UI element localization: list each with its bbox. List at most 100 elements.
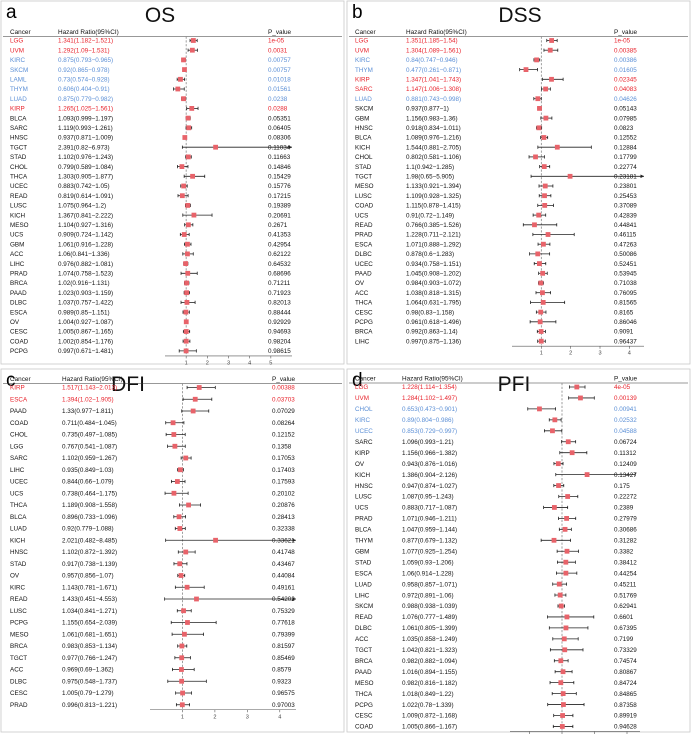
hr-point: [543, 115, 549, 121]
cancer-label: MESO: [10, 631, 29, 638]
p-value-text: 0.31282: [614, 538, 637, 545]
table-row: BLCA 1.093(0.999−1.197) 0.05351: [10, 115, 291, 122]
cancer-label: LUAD: [10, 96, 27, 103]
hazard-ratio-text: 1.115(0.878−1.415): [406, 203, 461, 210]
hazard-ratio-text: 0.92(0.779−1.088): [62, 526, 114, 533]
cancer-label: ACC: [355, 636, 369, 643]
hazard-ratio-text: 1.228(1.114−1.354): [402, 384, 457, 391]
p-value-text: 0.17403: [272, 467, 295, 474]
hr-point: [186, 502, 191, 508]
hr-point: [556, 483, 561, 488]
hazard-ratio-text: 0.883(0.717−1.087): [402, 505, 457, 512]
table-row: PCPG 0.961(0.618−1.496) 0.86046: [355, 319, 637, 326]
hazard-ratio-text: 1.119(0.993−1.261): [58, 125, 113, 132]
table-row: TGCT 1.042(0.821−1.323) 0.73329: [355, 647, 637, 654]
cancer-label: COAD: [10, 420, 29, 427]
hazard-ratio-text: 1.02(0.916−1.131): [58, 280, 110, 287]
hazard-ratio-text: 1.292(1.09−1.531): [58, 47, 110, 54]
hr-point: [551, 537, 557, 543]
hazard-ratio-text: 1.009(0.872−1.168): [402, 713, 457, 720]
hr-point: [557, 592, 563, 598]
hazard-ratio-text: 0.969(0.69−1.362): [62, 667, 114, 674]
cancer-label: BLCA: [355, 135, 372, 142]
hr-point: [182, 67, 187, 72]
cancer-label: MESO: [355, 183, 374, 190]
hazard-ratio-text: 0.853(0.729−0.997): [402, 428, 457, 435]
hr-point: [185, 620, 190, 625]
p-value-text: 0.81597: [272, 643, 295, 650]
table-row: LUAD 0.881(0.743−0.998) 0.04626: [355, 96, 637, 103]
hazard-ratio-text: 1.351(1.185−1.54): [406, 38, 458, 45]
hr-point: [181, 608, 186, 614]
cancer-label: PRAD: [10, 271, 28, 278]
table-row: DLBC 0.975(0.548−1.737) 0.9323: [10, 678, 292, 685]
p-value-text: 0.17053: [272, 455, 295, 462]
table-row: OV 0.943(0.876−1.016) 0.12409: [355, 461, 637, 468]
table-row: THYM 0.477(0.261−0.871) 0.01605: [355, 67, 637, 74]
table-row: DLBC 1.061(0.805−1.399) 0.67395: [355, 625, 637, 632]
cancer-label: PAAD: [355, 669, 372, 676]
hr-point: [179, 655, 185, 661]
cancer-label: PRAD: [355, 516, 373, 523]
header-p-value: P_value: [614, 29, 638, 36]
hazard-ratio-text: 1.304(1.089−1.561): [406, 47, 461, 54]
cancer-label: CHOL: [10, 432, 28, 439]
cancer-label: KIRP: [10, 106, 25, 113]
p-value-text: 0.00388: [272, 385, 295, 392]
p-value-text: 0.07029: [272, 408, 295, 415]
hr-point: [552, 417, 558, 423]
cancer-label: TGCT: [355, 174, 372, 181]
hazard-ratio-text: 0.766(0.385−1.526): [406, 222, 461, 229]
cancer-label: READ: [10, 193, 28, 200]
hazard-ratio-text: 0.799(0.589−1.084): [58, 164, 113, 171]
panel-title: PFI: [498, 373, 531, 396]
hr-point: [562, 526, 568, 532]
hazard-ratio-text: 2.021(0.482−8.485): [62, 537, 117, 544]
hazard-ratio-text: 1.284(1.102−1.497): [402, 395, 457, 402]
cancer-label: BRCA: [355, 329, 373, 336]
table-row: LGG 1.341(1.182−1.521) 1e-05: [10, 38, 285, 45]
hr-point: [541, 135, 547, 140]
p-value-text: 0.0031: [268, 47, 288, 54]
p-value-text: 0.8165: [614, 309, 634, 316]
hr-point: [181, 57, 186, 63]
hr-point: [537, 406, 542, 412]
cancer-label: PCPG: [355, 319, 373, 326]
hr-point: [176, 514, 182, 520]
table-row: LUSC 1.109(0.928−1.325) 0.25453: [355, 193, 637, 200]
p-value-text: 0.20102: [272, 490, 295, 497]
hazard-ratio-text: 1.104(0.927−1.316): [58, 222, 113, 229]
hr-point: [185, 270, 191, 276]
header-hazard-ratio: Hazard Ratio(95%CI): [402, 376, 463, 383]
p-value-text: 0.00757: [268, 67, 291, 74]
p-value-text: 0.12884: [614, 144, 637, 151]
p-value-text: 0.01605: [614, 67, 637, 74]
hazard-ratio-text: 1.06(0.841−1.336): [58, 251, 110, 258]
hazard-ratio-text: 1.037(0.757−1.422): [58, 300, 113, 307]
p-value-text: 0.62122: [268, 251, 291, 258]
p-value-text: 0.81565: [614, 300, 637, 307]
hazard-ratio-text: 0.988(0.938−1.039): [402, 603, 457, 610]
table-row: BRCA 0.983(0.853−1.134) 0.81597: [10, 643, 295, 650]
p-value-text: 0.84724: [614, 680, 637, 687]
p-value-text: 0.71038: [614, 280, 637, 287]
table-row: COAD 0.711(0.484−1.045) 0.08264: [10, 420, 295, 427]
cancer-label: UCEC: [355, 261, 373, 268]
cancer-label: UCEC: [355, 428, 373, 435]
header-cancer: Cancer: [355, 29, 376, 36]
cancer-label: LIHC: [10, 467, 25, 474]
hr-point: [549, 76, 554, 82]
cancer-label: STAD: [355, 164, 372, 171]
table-row: OV 0.984(0.903−1.072) 0.71038: [355, 280, 637, 287]
cancer-label: UCS: [355, 505, 368, 512]
header-p-value: P_value: [614, 376, 638, 383]
hazard-ratio-text: 0.819(0.614−1.091): [58, 193, 113, 200]
hr-point: [179, 643, 185, 649]
table-row: THCA 1.303(0.905−1.877) 0.15429: [10, 174, 291, 181]
hazard-ratio-text: 0.997(0.671−1.481): [58, 348, 113, 355]
p-value-text: 0.92929: [268, 319, 291, 326]
hazard-ratio-text: 1.147(1.006−1.308): [406, 86, 461, 93]
table-row: KIRC 0.84(0.747−0.946) 0.00386: [355, 57, 637, 64]
hr-point: [183, 338, 189, 344]
p-value-text: 0.32338: [272, 526, 295, 533]
